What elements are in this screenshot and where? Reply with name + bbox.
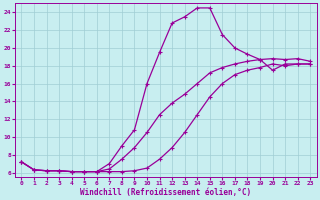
X-axis label: Windchill (Refroidissement éolien,°C): Windchill (Refroidissement éolien,°C) — [80, 188, 252, 197]
